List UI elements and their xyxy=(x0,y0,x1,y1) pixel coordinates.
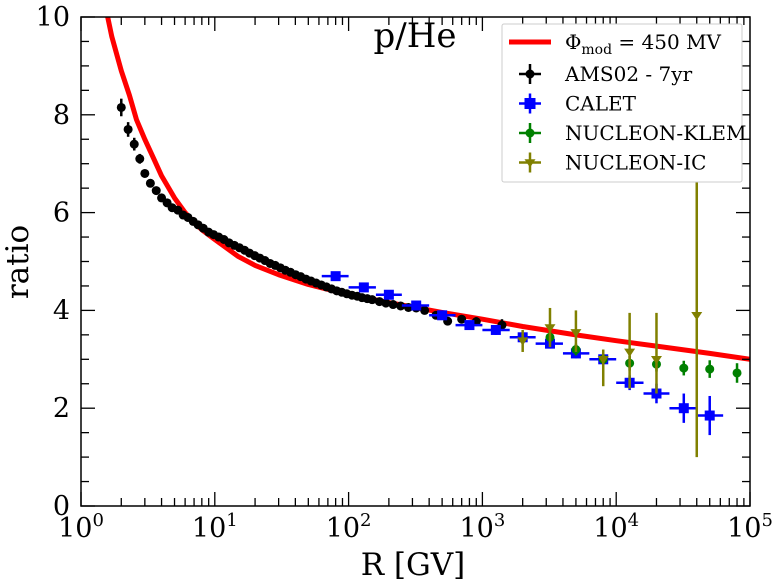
x-tick-label-base: 10 xyxy=(593,513,627,544)
x-tick-label: 101 xyxy=(192,510,238,544)
legend-label: NUCLEON-IC xyxy=(565,151,706,175)
ticks-layer xyxy=(80,16,751,507)
x-tick-label: 103 xyxy=(459,510,505,544)
data-point xyxy=(396,301,406,311)
legend-swatch-marker xyxy=(525,128,535,138)
data-point xyxy=(123,124,133,134)
legend-swatch-marker xyxy=(524,159,536,168)
chart-title: p/He xyxy=(374,16,457,56)
model-layer xyxy=(105,17,750,362)
y-axis-label: ratio xyxy=(0,225,36,299)
legend-box xyxy=(501,23,743,183)
data-layer xyxy=(116,98,742,458)
legend-model-rest: = 450 MV xyxy=(612,30,721,54)
x-tick-label: 100 xyxy=(58,510,104,544)
data-point xyxy=(650,356,662,365)
data-point xyxy=(151,186,161,196)
x-tick-label-base: 10 xyxy=(727,513,761,544)
data-point xyxy=(679,363,689,373)
x-tick-label-exponent: 3 xyxy=(494,510,505,531)
data-point xyxy=(457,314,467,324)
data-point xyxy=(145,178,155,188)
data-point xyxy=(140,168,150,178)
legend-model-subscript: mod xyxy=(581,42,612,58)
y-tick-label: 0 xyxy=(53,491,70,522)
data-point xyxy=(691,311,703,321)
legend-model-symbol: Φ xyxy=(565,30,581,54)
data-point xyxy=(570,329,582,338)
model-curve xyxy=(105,17,750,362)
x-tick-label: 102 xyxy=(326,510,372,544)
legend-label: AMS02 - 7yr xyxy=(564,62,693,86)
legend-swatch-marker xyxy=(524,98,536,109)
data-point xyxy=(135,154,145,164)
x-tick-label-exponent: 4 xyxy=(628,510,639,531)
data-point xyxy=(678,403,689,414)
data-point xyxy=(420,305,430,315)
data-point xyxy=(381,298,391,308)
y-tick-label: 10 xyxy=(36,2,70,33)
y-tick-label: 6 xyxy=(53,198,70,229)
data-point xyxy=(597,356,609,365)
data-point xyxy=(732,368,742,378)
data-point xyxy=(437,310,448,321)
data-point xyxy=(358,282,369,293)
data-point xyxy=(624,348,636,357)
x-tick-label-base: 10 xyxy=(192,513,226,544)
y-tick-label: 2 xyxy=(53,393,70,424)
y-tick-label: 8 xyxy=(53,100,70,131)
x-tick-label: 104 xyxy=(593,510,639,544)
data-point xyxy=(544,324,556,333)
y-tick-label: 4 xyxy=(53,295,70,326)
x-tick-label-base: 10 xyxy=(459,513,493,544)
x-tick-label-exponent: 1 xyxy=(226,510,237,531)
data-point xyxy=(490,324,501,335)
x-tick-label-base: 10 xyxy=(326,513,360,544)
data-point xyxy=(116,102,126,112)
data-point xyxy=(388,300,398,310)
series-nucleon-ic xyxy=(517,173,703,458)
x-tick-label-base: 10 xyxy=(58,513,92,544)
x-tick-label: 105 xyxy=(727,510,773,544)
x-axis-label: R [GV] xyxy=(361,547,466,583)
data-point xyxy=(129,139,139,149)
data-point xyxy=(367,295,377,305)
data-point xyxy=(330,271,341,282)
legend-label: CALET xyxy=(565,92,637,116)
data-point xyxy=(705,364,715,374)
legend-label: NUCLEON-KLEM xyxy=(565,121,747,145)
data-point xyxy=(517,337,529,346)
x-tick-label-exponent: 5 xyxy=(761,510,772,531)
data-point xyxy=(704,410,715,421)
x-tick-label-exponent: 0 xyxy=(92,510,103,531)
data-point xyxy=(411,300,422,311)
data-point xyxy=(464,320,475,331)
x-tick-label-exponent: 2 xyxy=(360,510,371,531)
legend: Φmod = 450 MV AMS02 - 7yr CALET NUCLEON-KLE… xyxy=(501,23,747,183)
legend-label-model: Φmod = 450 MV xyxy=(565,30,722,58)
legend-swatch-marker xyxy=(525,69,535,79)
data-point xyxy=(383,289,394,300)
